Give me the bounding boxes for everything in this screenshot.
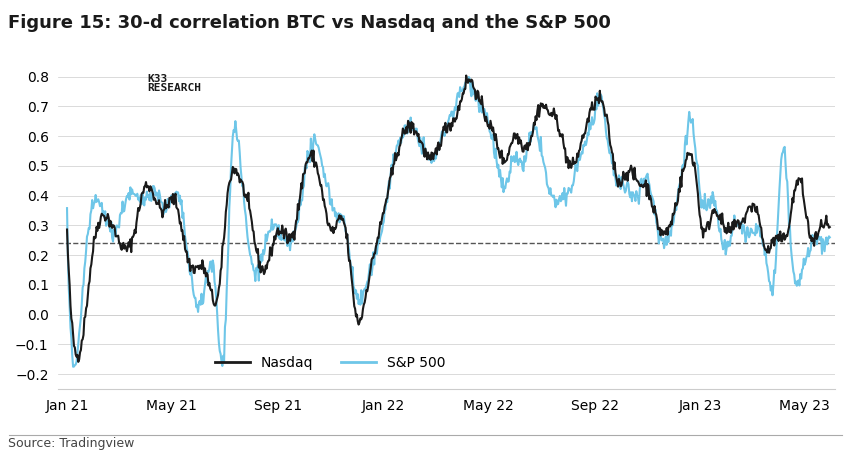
Nasdaq (73, 359, 83, 364)
Nasdaq (593, 96, 604, 101)
Line: Nasdaq: Nasdaq (67, 76, 830, 362)
Legend: Nasdaq, S&P 500: Nasdaq, S&P 500 (209, 350, 451, 375)
S&P 500 (824, 235, 835, 240)
Nasdaq (157, 215, 167, 220)
Nasdaq (145, 183, 156, 189)
Nasdaq (288, 229, 298, 234)
S&P 500 (62, 205, 72, 211)
S&P 500 (288, 229, 298, 234)
Text: K33
RESEARCH: K33 RESEARCH (148, 74, 201, 93)
S&P 500 (717, 237, 727, 242)
S&P 500 (656, 238, 666, 243)
S&P 500 (145, 190, 156, 196)
Nasdaq (461, 73, 471, 78)
S&P 500 (157, 200, 167, 206)
Text: Figure 15: 30-d correlation BTC vs Nasdaq and the S&P 500: Figure 15: 30-d correlation BTC vs Nasda… (8, 14, 611, 32)
S&P 500 (464, 74, 474, 80)
Line: S&P 500: S&P 500 (67, 77, 830, 367)
S&P 500 (68, 364, 78, 369)
Nasdaq (717, 221, 727, 227)
S&P 500 (593, 103, 604, 108)
Nasdaq (824, 224, 835, 230)
Nasdaq (62, 227, 72, 232)
Text: Source: Tradingview: Source: Tradingview (8, 437, 135, 450)
Nasdaq (656, 227, 666, 233)
